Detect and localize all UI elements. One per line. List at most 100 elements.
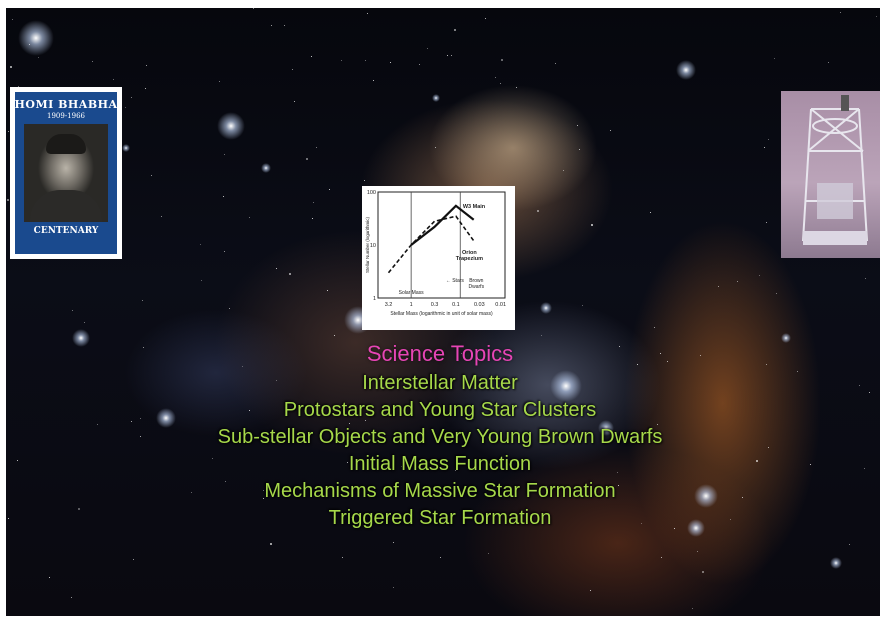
- star: [131, 421, 132, 422]
- star: [263, 498, 264, 499]
- annotation-stars: ← Stars: [446, 278, 465, 284]
- star: [667, 361, 668, 362]
- star: [485, 415, 486, 416]
- x-tick-label: 0.1: [452, 302, 460, 308]
- star: [618, 485, 619, 486]
- annotation-orion: Orion: [462, 250, 477, 256]
- star: [225, 481, 226, 482]
- star: [864, 468, 865, 469]
- star: [774, 58, 775, 59]
- portrait-name: HOMI BHABHA: [14, 98, 118, 111]
- homi-bhabha-portrait: HOMI BHABHA 1909-1966 CENTENARY: [10, 87, 122, 259]
- star-glow: [217, 112, 245, 140]
- star-glow: [830, 557, 842, 569]
- star: [270, 543, 272, 545]
- star: [461, 353, 462, 354]
- star: [501, 59, 503, 61]
- star: [17, 460, 18, 461]
- telescope-photo: [781, 91, 880, 258]
- star: [313, 202, 314, 203]
- star: [828, 62, 829, 63]
- star: [364, 180, 365, 181]
- star: [140, 418, 141, 419]
- star: [276, 380, 277, 381]
- star: [224, 251, 225, 252]
- star: [702, 571, 704, 573]
- star: [223, 196, 224, 197]
- star: [10, 66, 12, 68]
- star: [840, 12, 841, 13]
- x-tick-label: 3.2: [385, 302, 393, 308]
- imf-chart: 3.2 1 0.3 0.1 0.03 0.01 100 10 1 Stellar Mass (lo…: [362, 186, 515, 330]
- star: [768, 139, 769, 140]
- y-tick-label: 10: [370, 243, 376, 249]
- x-tick-label: 0.01: [495, 302, 506, 308]
- star: [351, 517, 352, 518]
- star: [718, 286, 719, 287]
- star: [276, 268, 277, 269]
- star-glow: [598, 420, 614, 436]
- star: [876, 16, 877, 17]
- star: [390, 62, 391, 63]
- portrait-panel: HOMI BHABHA 1909-1966 CENTENARY: [14, 92, 118, 254]
- star: [143, 347, 144, 348]
- star-glow: [694, 484, 718, 508]
- star: [849, 544, 850, 545]
- star: [92, 61, 93, 62]
- star: [289, 273, 291, 275]
- star: [224, 154, 225, 155]
- star: [131, 97, 132, 98]
- star-glow: [72, 329, 90, 347]
- star: [342, 557, 343, 558]
- star: [654, 327, 655, 328]
- star: [497, 435, 498, 436]
- space-background: [6, 8, 880, 616]
- star: [455, 470, 456, 471]
- star: [730, 519, 731, 520]
- star: [692, 608, 693, 609]
- star: [435, 147, 436, 148]
- star: [401, 466, 402, 467]
- star: [637, 364, 638, 365]
- star: [113, 79, 114, 80]
- star: [125, 107, 126, 108]
- star: [650, 212, 651, 213]
- topic-item: Sub-stellar Objects and Very Young Brown…: [217, 426, 663, 448]
- star: [271, 25, 272, 26]
- annotation-brown-dwarfs: Dwarfs: [469, 284, 485, 290]
- star: [619, 346, 620, 347]
- star: [485, 18, 486, 19]
- star: [316, 147, 317, 148]
- star: [219, 81, 220, 82]
- star: [419, 64, 420, 65]
- star: [201, 280, 202, 281]
- star: [776, 293, 777, 294]
- star-glow: [156, 408, 176, 428]
- star: [365, 420, 366, 421]
- star: [18, 86, 19, 87]
- topic-item: Mechanisms of Massive Star Formation: [264, 480, 616, 502]
- star: [577, 125, 578, 126]
- star: [161, 216, 162, 217]
- star: [263, 490, 264, 491]
- star: [756, 460, 758, 462]
- star: [768, 447, 769, 448]
- telescope-icon: [802, 95, 868, 245]
- star: [865, 278, 866, 279]
- topics-heading: Science Topics: [366, 341, 514, 366]
- x-tick-label: 1: [410, 302, 413, 308]
- star: [810, 464, 811, 465]
- star: [447, 55, 448, 56]
- star: [657, 424, 658, 425]
- star: [8, 518, 9, 519]
- star: [766, 364, 767, 365]
- star: [29, 44, 30, 45]
- star: [311, 56, 312, 57]
- star: [329, 189, 330, 190]
- topic-item: Protostars and Young Star Clusters: [283, 399, 597, 421]
- star: [660, 353, 661, 354]
- star: [249, 217, 250, 218]
- star: [78, 508, 80, 510]
- star: [229, 308, 230, 309]
- portrait-photo: [24, 124, 108, 222]
